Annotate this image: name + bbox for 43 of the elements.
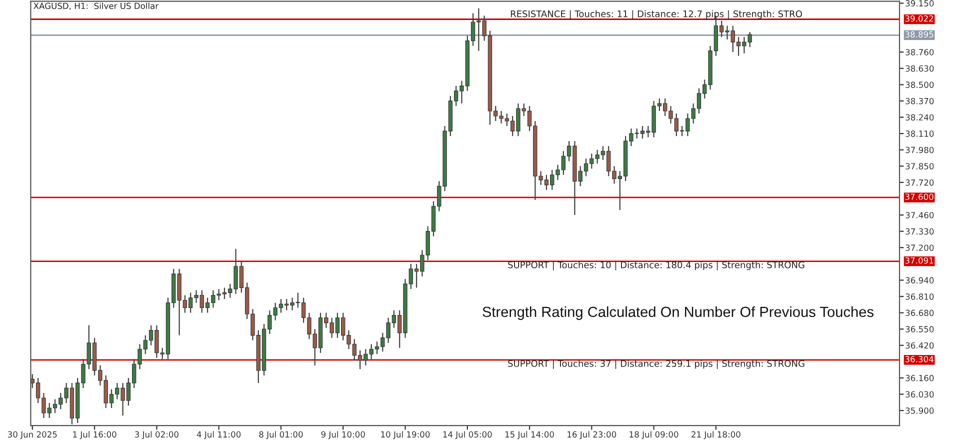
x-tick-label: 14 Jul 05:00 (443, 431, 492, 440)
y-tick-label: 35.900 (906, 408, 934, 414)
y-tick-label: 38.500 (906, 82, 934, 88)
y-tick-label: 37.850 (906, 163, 934, 170)
ref-line-label: 37.091 (905, 257, 934, 264)
y-tick-label: 37.330 (906, 228, 934, 235)
y-tick-label: 37.460 (906, 212, 934, 218)
y-tick-label: 38.760 (906, 49, 934, 56)
y-tick-label: 36.680 (906, 310, 934, 316)
x-tick-label: 4 Jul 11:00 (196, 431, 241, 440)
ref-line-label: 37.600 (905, 194, 934, 200)
y-tick-label: 36.420 (906, 342, 934, 349)
x-tick-label: 18 Jul 09:00 (630, 431, 678, 440)
y-tick-label: 37.720 (906, 179, 934, 186)
x-tick-label: 21 Jul 18:00 (692, 431, 740, 440)
ref-line-label: 39.022 (905, 15, 934, 22)
y-tick-label: 36.030 (906, 391, 934, 398)
y-tick-label: 36.160 (906, 374, 934, 382)
x-tick-label: 9 Jul 10:00 (321, 431, 365, 440)
ref-line-label: 36.304 (905, 356, 934, 362)
x-tick-label: 10 Jul 19:00 (381, 431, 430, 440)
y-tick-label: 38.110 (906, 130, 934, 137)
ref-line-label: 38.895 (905, 31, 934, 38)
chart-title: XAGUSD, H1: Silver US Dollar (34, 2, 159, 10)
x-tick-label: 30 Jun 2025 (8, 431, 57, 440)
y-tick-label: 39.150 (906, 0, 934, 6)
y-tick-label: 38.370 (906, 98, 934, 104)
y-tick-label: 38.240 (906, 114, 934, 121)
y-tick-label: 37.200 (906, 244, 934, 251)
x-tick-label: 1 Jul 16:00 (73, 431, 116, 440)
y-tick-label: 37.980 (906, 146, 934, 154)
y-tick-label: 36.810 (906, 293, 934, 300)
annotation: SUPPORT | Touches: 10 | Distance: 180.4 pips | Strength: STRONG (508, 261, 804, 270)
x-tick-label: 8 Jul 01:00 (259, 431, 303, 440)
annotation: Strength Rating Calculated On Number Of Previous Touches (482, 306, 874, 320)
y-tick-label: 36.550 (906, 326, 934, 332)
x-tick-label: 3 Jul 02:00 (134, 431, 178, 440)
x-tick-label: 16 Jul 23:00 (568, 431, 616, 440)
x-tick-label: 15 Jul 14:00 (505, 431, 554, 440)
annotation: SUPPORT | Touches: 37 | Distance: 259.1 pips | Strength: STRONG (508, 360, 804, 369)
y-tick-label: 38.630 (906, 65, 934, 72)
y-tick-label: 36.940 (906, 277, 934, 284)
annotation: RESISTANCE | Touches: 11 | Distance: 12.7 pips | Strength: STRO (510, 10, 802, 20)
